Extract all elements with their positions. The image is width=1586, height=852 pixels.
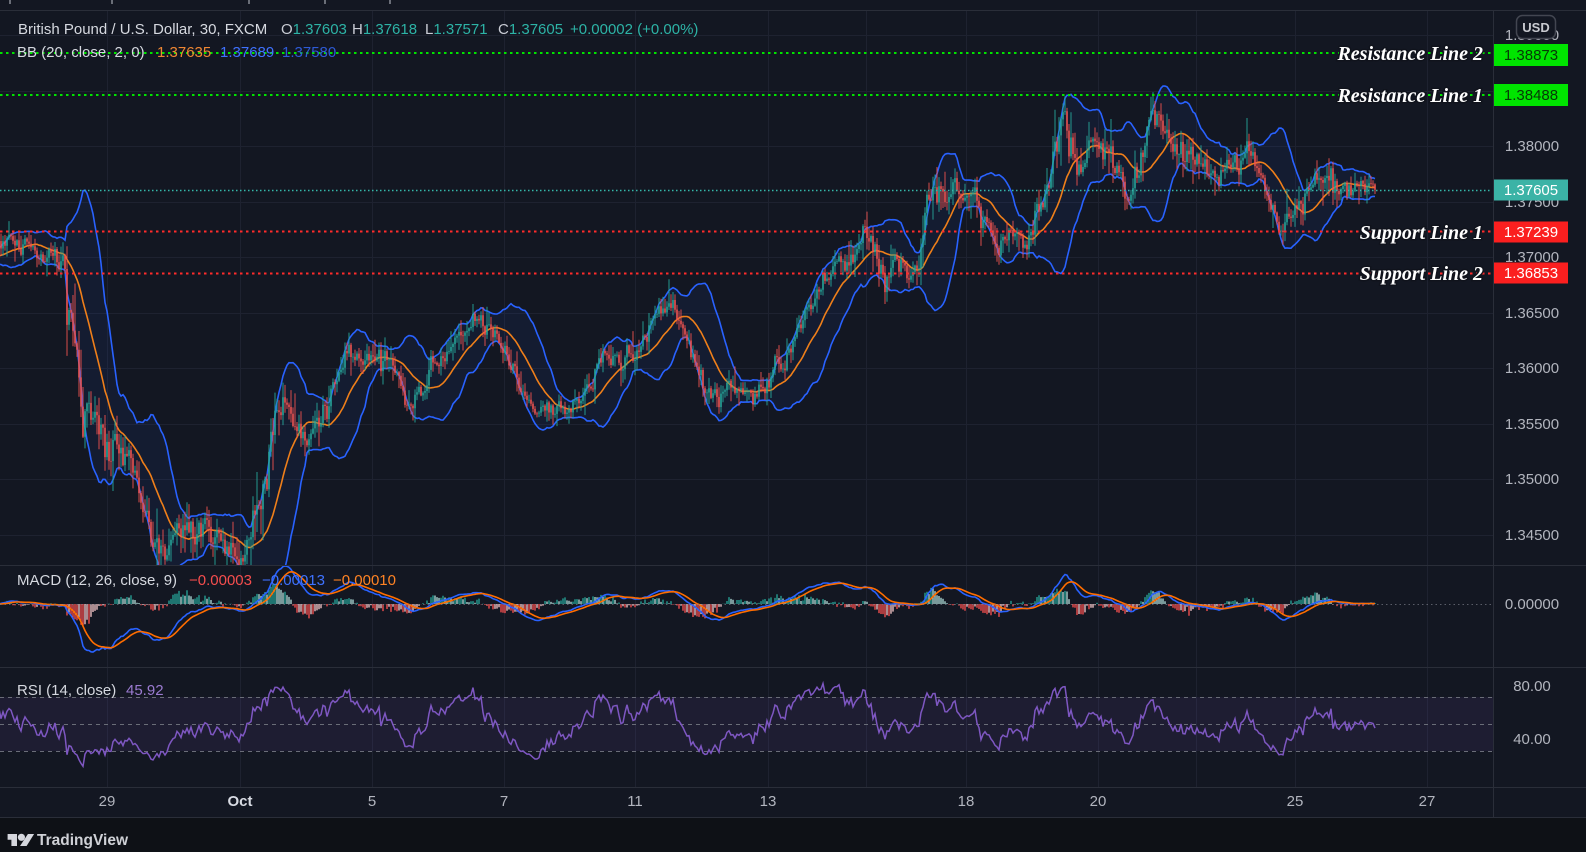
svg-text:27: 27 bbox=[1419, 793, 1436, 810]
svg-text:80.00: 80.00 bbox=[1513, 678, 1551, 695]
svg-text:1.37580: 1.37580 bbox=[282, 44, 336, 61]
svg-text:11: 11 bbox=[627, 793, 643, 810]
svg-text:Resistance Line 2: Resistance Line 2 bbox=[1336, 43, 1483, 65]
svg-text:C1.37605: C1.37605 bbox=[498, 21, 563, 38]
svg-text:5: 5 bbox=[368, 793, 376, 810]
svg-text:1.36853: 1.36853 bbox=[1504, 265, 1558, 282]
svg-text:BB (20, close, 2, 0): BB (20, close, 2, 0) bbox=[17, 44, 145, 61]
svg-text:40.00: 40.00 bbox=[1513, 731, 1551, 748]
svg-text:1.36000: 1.36000 bbox=[1505, 360, 1559, 377]
svg-text:1.38873: 1.38873 bbox=[1504, 47, 1558, 64]
svg-text:25: 25 bbox=[1287, 793, 1304, 810]
svg-text:1.35000: 1.35000 bbox=[1505, 471, 1559, 488]
svg-text:29: 29 bbox=[99, 793, 116, 810]
svg-text:Support Line 2: Support Line 2 bbox=[1360, 263, 1483, 285]
svg-text:TradingView: TradingView bbox=[37, 832, 129, 849]
svg-text:13: 13 bbox=[760, 793, 777, 810]
svg-text:+0.00002 (+0.00%): +0.00002 (+0.00%) bbox=[570, 21, 698, 38]
svg-text:Resistance Line 1: Resistance Line 1 bbox=[1336, 85, 1483, 107]
svg-text:MACD (12, 26, close, 9): MACD (12, 26, close, 9) bbox=[17, 572, 177, 589]
svg-text:18: 18 bbox=[958, 793, 975, 810]
svg-text:−0.00010: −0.00010 bbox=[333, 572, 396, 589]
svg-text:1.37689: 1.37689 bbox=[220, 44, 274, 61]
svg-text:1.34500: 1.34500 bbox=[1505, 527, 1559, 544]
svg-text:1.38000: 1.38000 bbox=[1505, 138, 1559, 155]
svg-text:1.35500: 1.35500 bbox=[1505, 416, 1559, 433]
svg-text:British Pound / U.S. Dollar, 3: British Pound / U.S. Dollar, 30, FXCM bbox=[18, 21, 267, 38]
svg-text:1.37239: 1.37239 bbox=[1504, 224, 1558, 241]
svg-text:L1.37571: L1.37571 bbox=[425, 21, 488, 38]
svg-text:−0.00013: −0.00013 bbox=[262, 572, 325, 589]
svg-text:USD: USD bbox=[1522, 20, 1549, 35]
svg-text:7: 7 bbox=[500, 793, 508, 810]
svg-text:O1.37603: O1.37603 bbox=[281, 21, 347, 38]
svg-text:RSI (14, close): RSI (14, close) bbox=[17, 682, 116, 699]
svg-text:Support Line 1: Support Line 1 bbox=[1360, 222, 1483, 244]
svg-text:1.37635: 1.37635 bbox=[157, 44, 211, 61]
svg-text:−0.00003: −0.00003 bbox=[189, 572, 252, 589]
svg-text:0.00000: 0.00000 bbox=[1505, 596, 1559, 613]
svg-text:1.37605: 1.37605 bbox=[1504, 182, 1558, 199]
svg-text:20: 20 bbox=[1090, 793, 1107, 810]
svg-text:45.92: 45.92 bbox=[126, 682, 164, 699]
svg-text:Oct: Oct bbox=[227, 793, 252, 810]
svg-text:1.38488: 1.38488 bbox=[1504, 87, 1558, 104]
svg-text:H1.37618: H1.37618 bbox=[352, 21, 417, 38]
svg-text:1.37000: 1.37000 bbox=[1505, 249, 1559, 266]
svg-text:1.36500: 1.36500 bbox=[1505, 305, 1559, 322]
